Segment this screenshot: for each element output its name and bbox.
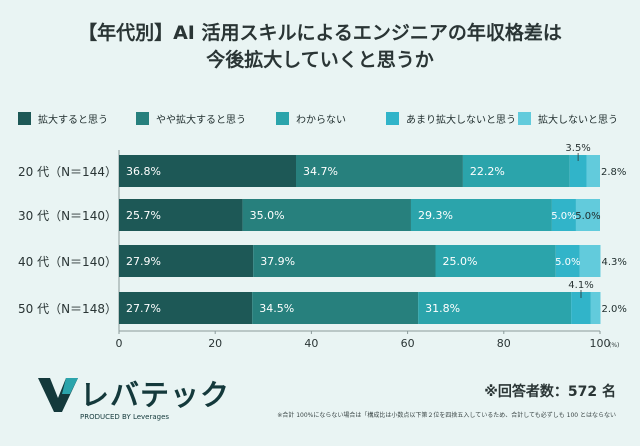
- legend-item: わからない: [276, 112, 346, 128]
- data-label: 31.8%: [425, 302, 460, 315]
- bar-segment: [119, 292, 253, 324]
- legend-item: 拡大しないと思う: [518, 112, 618, 128]
- bar-segment: [579, 245, 601, 277]
- bar-segment: [462, 155, 570, 187]
- bar-segment: [590, 292, 601, 324]
- x-tick-label: 40: [304, 337, 318, 350]
- legend-item: 拡大すると思う: [18, 112, 108, 128]
- legend-label: わからない: [296, 115, 346, 126]
- bar-segment: [575, 199, 600, 231]
- x-tick-label: 0: [116, 337, 123, 350]
- legend-item: あまり拡大しないと思う: [386, 112, 516, 128]
- bar-segment: [119, 245, 254, 277]
- footnote: ※合計 100%にならない場合は「構成比は小数点以下第２位を四捨五入しているため…: [277, 412, 616, 419]
- data-label: 2.0%: [601, 304, 626, 315]
- data-label: 37.9%: [260, 255, 295, 268]
- legend-label: 拡大しないと思う: [538, 115, 618, 126]
- category-label: 40 代（N＝140）: [18, 255, 117, 269]
- data-label: 27.9%: [126, 255, 161, 268]
- levtech-logo: レバテック PRODUCED BY Leverages: [36, 372, 229, 428]
- data-label: 2.8%: [601, 167, 626, 178]
- legend-label: あまり拡大しないと思う: [406, 115, 516, 126]
- data-label: 5.0%: [551, 211, 576, 222]
- legend-label: 拡大すると思う: [38, 115, 108, 126]
- data-label: 25.0%: [442, 255, 477, 268]
- data-label: 5.0%: [555, 257, 580, 268]
- legend-swatch: [136, 112, 149, 125]
- category-label: 30 代（N＝140）: [18, 209, 117, 223]
- bar-segment: [586, 155, 600, 187]
- logo-subtext: PRODUCED BY Leverages: [80, 413, 170, 421]
- x-unit-label: (%): [609, 342, 619, 349]
- data-label: 4.3%: [601, 257, 626, 268]
- x-tick-label: 60: [401, 337, 415, 350]
- bar-segment: [119, 199, 243, 231]
- bar-segment: [410, 199, 552, 231]
- data-label: 36.8%: [126, 165, 161, 178]
- legend-label: やや拡大すると思う: [156, 115, 246, 126]
- bar-segment: [296, 155, 463, 187]
- bar-segment: [119, 155, 297, 187]
- legend-swatch: [386, 112, 399, 125]
- category-label: 20 代（N＝144）: [18, 165, 117, 179]
- bar-segment: [253, 245, 436, 277]
- legend-swatch: [518, 112, 531, 125]
- x-tick-label: 80: [497, 337, 511, 350]
- data-label: 5.0%: [575, 211, 600, 222]
- x-tick-label: 20: [208, 337, 222, 350]
- category-label: 50 代（N＝148）: [18, 302, 117, 316]
- bar-segment: [435, 245, 556, 277]
- bar-segment: [551, 199, 576, 231]
- data-label: 4.1%: [568, 280, 593, 291]
- legend-swatch: [18, 112, 31, 125]
- legend-swatch: [276, 112, 289, 125]
- data-label: 35.0%: [250, 209, 285, 222]
- chart-title-line2: 今後拡大していくと思うか: [206, 49, 434, 71]
- bar-segment: [571, 292, 591, 324]
- legend: 拡大すると思う やや拡大すると思う わからない あまり拡大しないと思う 拡大しないと思う: [18, 112, 628, 128]
- bar-segment: [418, 292, 572, 324]
- bar-segment: [569, 155, 587, 187]
- bar-segment: [555, 245, 580, 277]
- data-label: 22.2%: [470, 165, 505, 178]
- data-label: 25.7%: [126, 209, 161, 222]
- logo-mark-icon: [38, 378, 78, 412]
- bar-segment: [242, 199, 411, 231]
- data-label: 34.7%: [303, 165, 338, 178]
- respondent-count: ※回答者数：572 名: [484, 384, 616, 400]
- chart-title-line1: 【年代別】AI 活用スキルによるエンジニアの年収格差は: [78, 22, 562, 44]
- data-label: 34.5%: [259, 302, 294, 315]
- legend-item: やや拡大すると思う: [136, 112, 246, 128]
- stacked-bar-chart: 0 20 40 60 80 100(%) 20 代（N＝144） 36.8% 34.7% 22.2…: [18, 143, 627, 350]
- data-label: 3.5%: [565, 143, 590, 154]
- x-tick-label: 100: [590, 337, 611, 350]
- logo-text: レバテック: [80, 378, 231, 412]
- chart-title: 【年代別】AI 活用スキルによるエンジニアの年収格差は 今後拡大していくと思うか: [0, 20, 640, 74]
- data-label: 29.3%: [418, 209, 453, 222]
- data-label: 27.7%: [126, 302, 161, 315]
- bar-segment: [252, 292, 419, 324]
